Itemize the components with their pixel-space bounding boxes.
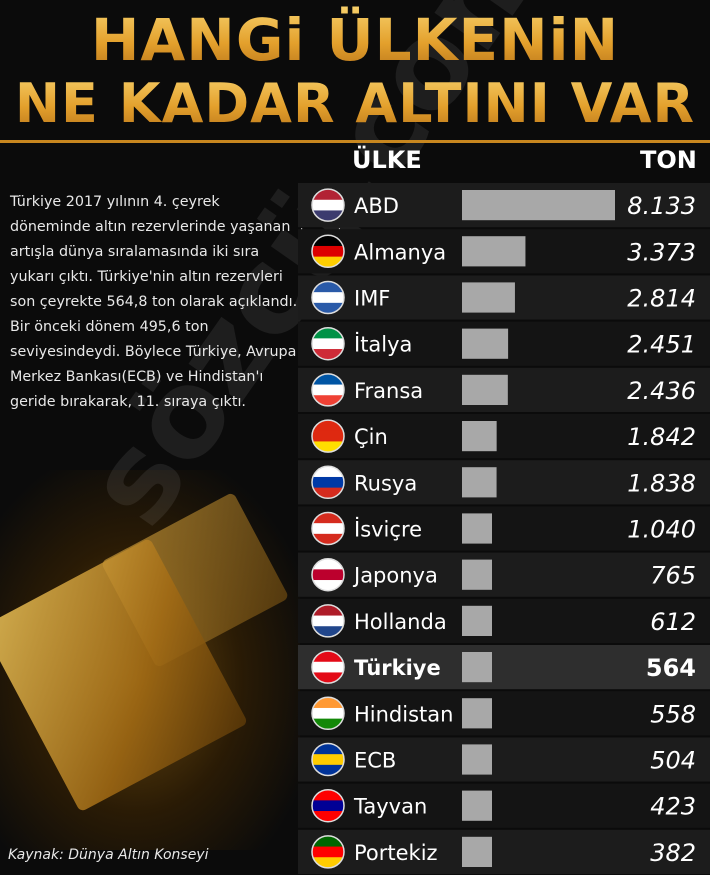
value-label-portekiz: 382	[650, 839, 696, 867]
country-label-almanya: Almanya	[354, 240, 446, 264]
chart-row-hindistan	[298, 691, 710, 736]
bar-hollanda	[462, 605, 492, 636]
france-flag-icon	[311, 373, 345, 407]
euro-flag-icon	[311, 742, 345, 777]
japan-flag-icon	[311, 557, 345, 592]
value-label-hindistan: 558	[650, 700, 696, 728]
value-label-imf: 2.814	[627, 285, 696, 313]
chart-row-turkiye	[298, 645, 710, 690]
bar-hindistan	[462, 698, 492, 729]
title-line-2: NE KADAR ALTINI VAR	[0, 72, 710, 135]
country-label-hollanda: Hollanda	[354, 610, 447, 634]
value-label-abd: 8.133	[627, 192, 696, 220]
value-label-hollanda: 612	[650, 608, 696, 636]
value-label-fransa: 2.436	[627, 377, 696, 405]
country-label-rusya: Rusya	[354, 471, 417, 495]
imf-logo-icon	[311, 280, 345, 315]
intro-paragraph: Türkiye 2017 yılının 4. çeyrek döneminde…	[10, 194, 298, 410]
russia-flag-icon	[311, 465, 345, 500]
value-label-almanya: 3.373	[627, 238, 696, 266]
country-label-cin: Çin	[354, 425, 388, 449]
country-column-header: ÜLKE	[352, 146, 422, 174]
chart-row-tayvan	[298, 783, 710, 828]
chart-row-portekiz	[298, 829, 710, 874]
source-note: Kaynak: Dünya Altın Konseyi	[8, 847, 209, 863]
italy-flag-icon	[311, 326, 345, 361]
value-label-japonya: 765	[650, 562, 696, 590]
value-label-rusya: 1.838	[627, 469, 696, 497]
bar-japonya	[462, 559, 492, 590]
bar-isvicre	[462, 513, 492, 544]
country-label-abd: ABD	[354, 194, 399, 218]
chart-row-cin	[298, 414, 710, 459]
chart-row-ecb	[298, 737, 710, 782]
bar-italya	[462, 328, 509, 359]
bar-tayvan	[462, 790, 492, 821]
title-divider	[0, 140, 710, 143]
country-label-italya: İtalya	[354, 332, 412, 357]
bar-fransa	[462, 374, 508, 405]
value-label-isvicre: 1.040	[627, 516, 696, 544]
bar-cin	[462, 421, 497, 452]
value-label-turkiye: 564	[646, 654, 696, 682]
bar-abd	[462, 190, 615, 221]
ton-column-header: TON	[640, 146, 697, 174]
turkey-flag-icon	[311, 650, 345, 684]
bar-imf	[462, 282, 515, 313]
portugal-flag-icon	[311, 835, 345, 869]
value-label-cin: 1.842	[627, 423, 696, 451]
netherlands-flag-icon	[311, 604, 345, 638]
value-label-italya: 2.451	[627, 331, 696, 359]
country-label-tayvan: Tayvan	[353, 795, 427, 819]
bar-turkiye	[462, 652, 492, 683]
value-label-tayvan: 423	[650, 793, 696, 821]
chart-row-japonya	[298, 552, 710, 597]
bar-almanya	[462, 236, 526, 267]
bar-portekiz	[462, 836, 492, 867]
country-label-portekiz: Portekiz	[354, 841, 438, 865]
taiwan-flag-icon	[311, 788, 345, 823]
bar-ecb	[462, 744, 492, 775]
chart-row-rusya	[298, 460, 710, 505]
chart-row-isvicre	[298, 506, 710, 551]
bar-rusya	[462, 467, 497, 498]
china-flag-icon	[311, 419, 345, 453]
title-line-1: HANGi ÜLKENiN	[0, 6, 710, 74]
country-label-fransa: Fransa	[354, 379, 423, 403]
country-label-isvicre: İsviçre	[354, 517, 422, 542]
country-label-hindistan: Hindistan	[354, 702, 453, 726]
country-label-japonya: Japonya	[352, 564, 438, 588]
india-flag-icon	[311, 696, 345, 731]
chart-row-hollanda	[298, 598, 710, 643]
usa-flag-icon	[311, 188, 345, 222]
switzerland-flag-icon	[311, 511, 345, 546]
country-label-ecb: ECB	[354, 749, 396, 773]
germany-flag-icon	[311, 234, 345, 269]
country-label-imf: IMF	[354, 287, 390, 311]
country-label-turkiye: Türkiye	[354, 656, 441, 680]
value-label-ecb: 504	[650, 747, 696, 775]
